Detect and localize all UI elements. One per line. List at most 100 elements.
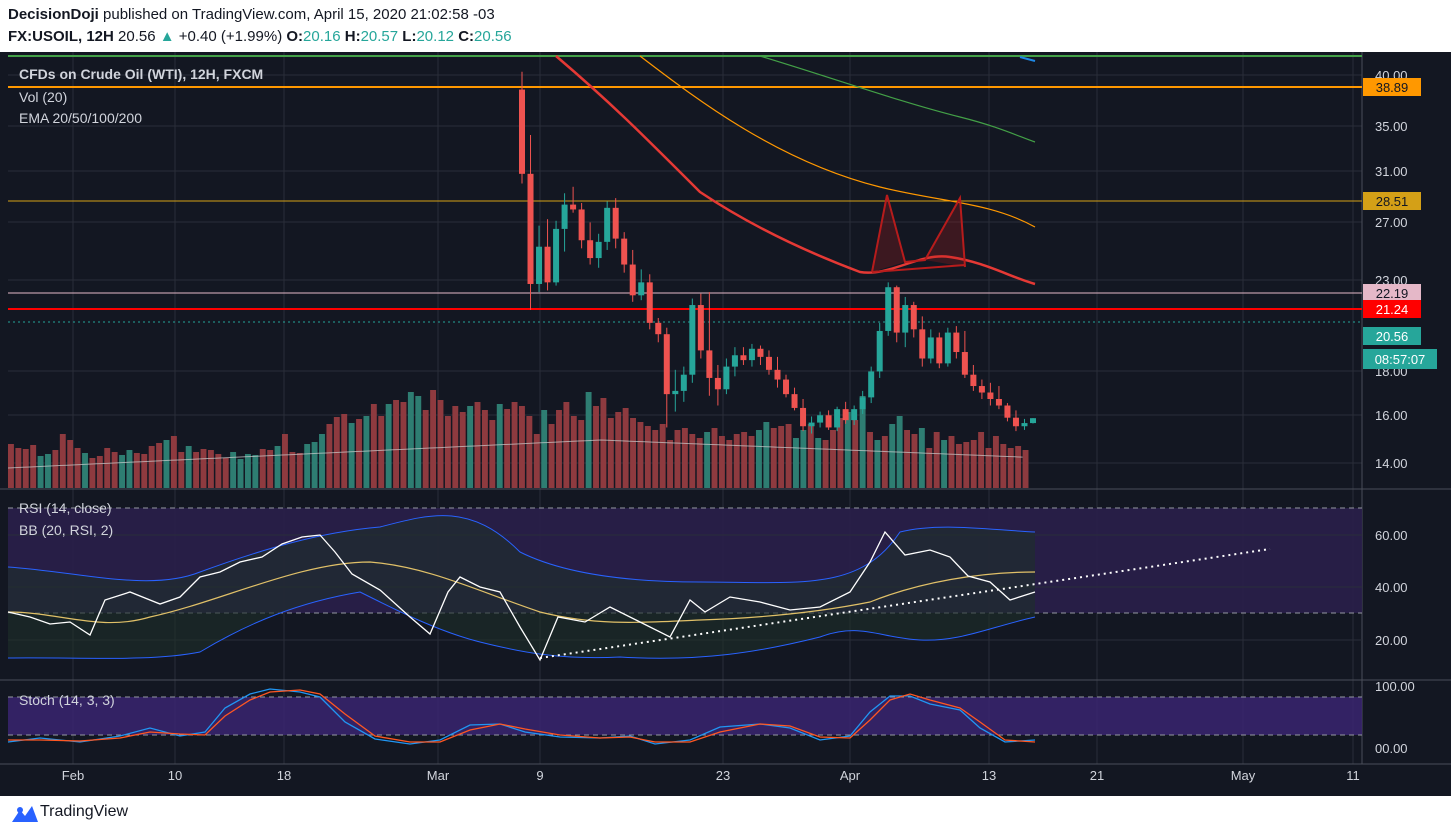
candle-body <box>936 337 943 364</box>
volume-bar <box>370 404 377 488</box>
price-label-box <box>1363 78 1421 96</box>
candle-body <box>868 371 875 398</box>
volume-bar <box>578 420 585 488</box>
volume-bar <box>815 438 822 488</box>
volume-bar <box>496 404 503 488</box>
stoch-tick-label: 100.00 <box>1375 679 1415 694</box>
price-label-text: 28.51 <box>1376 194 1409 209</box>
volume-legend[interactable]: Vol (20) <box>19 89 68 105</box>
volume-bar <box>326 424 333 488</box>
candle-body <box>757 348 764 357</box>
price-label-text: 38.89 <box>1376 80 1409 95</box>
time-tick-label: Apr <box>840 768 861 783</box>
volume-bar <box>533 434 540 488</box>
price-tick-label: 27.00 <box>1375 215 1408 230</box>
volume-bar <box>630 418 636 488</box>
publisher-line: DecisionDoji published on TradingView.co… <box>8 6 495 23</box>
volume-bar <box>711 428 718 488</box>
candle-body <box>944 332 951 364</box>
candle-body <box>970 374 977 387</box>
volume-bar <box>800 430 807 488</box>
candle-body <box>1004 405 1011 418</box>
bb-legend[interactable]: BB (20, RSI, 2) <box>19 522 114 538</box>
snapshot-header: DecisionDoji published on TradingView.co… <box>0 0 1451 52</box>
candle-body <box>595 241 602 259</box>
volume-bar <box>918 428 925 488</box>
candle-body <box>527 173 534 284</box>
candle-body <box>655 322 662 335</box>
volume-bar <box>407 392 414 488</box>
candle-body <box>1030 418 1036 424</box>
volume-bar <box>385 404 392 488</box>
stoch-legend[interactable]: Stoch (14, 3, 3) <box>19 692 115 708</box>
volume-bar <box>244 454 251 488</box>
volume-bar <box>904 430 911 488</box>
volume-bar <box>659 424 666 488</box>
volume-bar <box>141 454 148 488</box>
volume-bar <box>526 416 533 488</box>
stoch-k-line <box>7 688 1036 745</box>
candle-body <box>893 287 900 333</box>
candle-body <box>885 287 892 331</box>
rsi-tick-label: 20.00 <box>1375 633 1408 648</box>
chart-area[interactable]: 40.00 35.00 31.00 27.00 23.00 18.00 16.00 14.00… <box>0 52 1451 796</box>
volume-bar <box>763 422 770 488</box>
volume-bar <box>748 436 755 488</box>
volume-bar <box>955 444 962 488</box>
volume-bar <box>74 448 81 488</box>
time-tick-label: Feb <box>62 768 84 783</box>
author-name[interactable]: DecisionDoji <box>8 6 99 23</box>
price-label-text: 21.24 <box>1376 302 1409 317</box>
close-label: C: <box>458 28 475 45</box>
time-tick-label: 9 <box>536 768 543 783</box>
candle-body <box>783 379 790 395</box>
volume-bar <box>45 454 51 488</box>
time-tick-label: May <box>1231 768 1256 783</box>
volume-bar <box>422 410 429 488</box>
volume-bar <box>156 443 163 488</box>
time-tick-label: 23 <box>716 768 730 783</box>
rsi-legend[interactable]: RSI (14, close) <box>19 500 112 516</box>
brand-name: TradingView <box>40 803 129 820</box>
chart-canvas[interactable]: 40.0035.0031.0027.0023.0018.0016.0014.00… <box>0 52 1451 796</box>
volume-bar <box>570 416 577 488</box>
volume-bar <box>437 400 444 488</box>
high-label: H: <box>344 28 361 45</box>
ohlc-line: FX:USOIL, 12H 20.56 ▲ +0.40 (+1.99%) O:2… <box>8 28 512 45</box>
volume-bar <box>230 452 237 488</box>
candle-body <box>748 348 755 361</box>
low-value: 20.12 <box>416 28 455 45</box>
ema-50-line <box>639 55 1036 228</box>
volume-bar <box>689 434 696 488</box>
countdown-box <box>1363 349 1437 369</box>
main-series-legend[interactable]: CFDs on Crude Oil (WTI), 12H, FXCM <box>19 66 264 82</box>
volume-bar <box>593 406 599 488</box>
candle-body <box>910 305 917 330</box>
volume-bar <box>911 434 918 488</box>
candle-body <box>680 374 687 391</box>
candle-body <box>638 282 645 296</box>
bb-lower-line <box>7 591 1036 659</box>
price-label-box <box>1363 327 1421 345</box>
volume-bar <box>970 440 977 488</box>
price-change: +0.40 (+1.99%) <box>178 28 283 45</box>
volume-bar <box>1022 450 1029 488</box>
volume-bar <box>519 406 525 488</box>
volume-ma-line <box>7 439 1023 469</box>
volume-bar <box>837 418 844 488</box>
volume-bar <box>770 428 777 488</box>
volume-bar <box>644 426 651 488</box>
candle-body <box>902 305 909 333</box>
volume-bar <box>133 453 140 488</box>
tradingview-logo-icon <box>12 806 38 822</box>
volume-bar <box>637 422 644 488</box>
candle-body <box>604 207 611 242</box>
volume-bar <box>852 420 859 488</box>
ema-200-line <box>1019 56 1036 62</box>
ema-legend[interactable]: EMA 20/50/100/200 <box>19 110 142 126</box>
candle-body <box>578 209 585 241</box>
bb-upper-line <box>7 515 1036 584</box>
volume-bar <box>22 449 29 488</box>
volume-bar <box>867 432 873 488</box>
